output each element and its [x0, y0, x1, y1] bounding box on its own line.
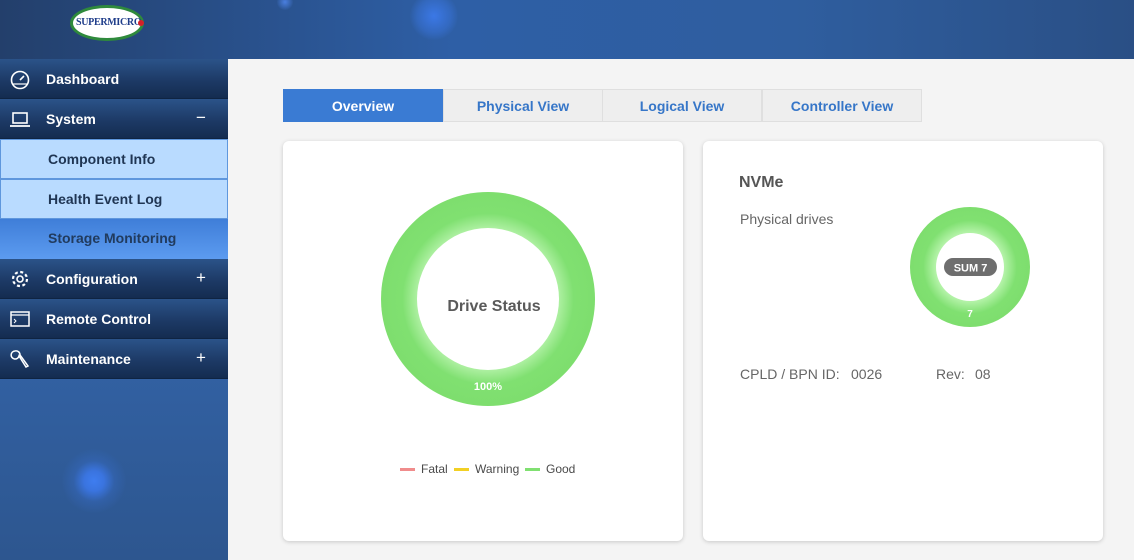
- legend-good[interactable]: Good: [525, 462, 575, 476]
- legend-label: Warning: [475, 462, 520, 476]
- legend-label: Good: [546, 462, 576, 476]
- nvme-donut: SUM 7 7: [910, 207, 1030, 327]
- sidebar-item-configuration[interactable]: Configuration +: [0, 259, 228, 299]
- legend-warning[interactable]: Warning: [454, 462, 519, 476]
- tab-label: Logical View: [639, 97, 725, 114]
- sidebar-subitem-health-event-log[interactable]: Health Event Log: [0, 179, 228, 219]
- subitem-label: Component Info: [48, 151, 156, 167]
- legend-swatch: [525, 467, 540, 471]
- sidebar-item-label: System: [46, 111, 96, 127]
- sidebar-glow-decoration: [62, 449, 126, 513]
- sidebar: Dashboard System − Component Info Health…: [0, 59, 228, 560]
- drive-count-label: 7: [967, 309, 973, 320]
- sidebar-item-label: Remote Control: [46, 311, 151, 327]
- header-glow-decoration-small: [277, 0, 293, 10]
- collapse-toggle[interactable]: −: [196, 108, 206, 127]
- subitem-label: Storage Monitoring: [48, 230, 177, 246]
- subitem-label: Health Event Log: [48, 191, 163, 207]
- sidebar-item-dashboard[interactable]: Dashboard: [0, 59, 228, 99]
- physical-drives-label: Physical drives: [740, 211, 834, 227]
- sidebar-item-maintenance[interactable]: Maintenance +: [0, 339, 228, 379]
- tab-logical-view[interactable]: Logical View: [602, 89, 762, 122]
- rev-label: Rev:: [936, 366, 965, 382]
- cpld-label: CPLD / BPN ID:: [740, 366, 840, 382]
- drive-status-donut: Drive Status 100%: [381, 192, 595, 406]
- sum-label: SUM 7: [954, 263, 988, 275]
- tab-controller-view[interactable]: Controller View: [762, 89, 922, 122]
- sidebar-item-label: Configuration: [46, 271, 138, 287]
- drive-status-card: Drive Status 100% Fatal Warning Good: [283, 141, 683, 541]
- expand-toggle[interactable]: +: [196, 348, 206, 367]
- tab-physical-view[interactable]: Physical View: [443, 89, 603, 122]
- sidebar-item-system[interactable]: System −: [0, 99, 228, 139]
- gauge-icon: [10, 70, 30, 90]
- logo-text: SUPERMICRO: [76, 17, 142, 28]
- rev-value: 08: [975, 366, 991, 382]
- console-icon: [10, 311, 30, 327]
- tab-label: Overview: [331, 97, 395, 114]
- sidebar-subitem-component-info[interactable]: Component Info: [0, 139, 228, 179]
- top-header: SUPERMICRO: [0, 0, 1134, 59]
- sidebar-item-remote-control[interactable]: Remote Control: [0, 299, 228, 339]
- legend-fatal[interactable]: Fatal: [400, 462, 448, 476]
- supermicro-logo: SUPERMICRO: [70, 5, 146, 41]
- laptop-icon: [10, 112, 30, 127]
- expand-toggle[interactable]: +: [196, 268, 206, 287]
- donut-hole: [417, 228, 559, 370]
- donut-center-title: Drive Status: [447, 298, 540, 315]
- tab-label: Physical View: [476, 97, 570, 114]
- tab-overview[interactable]: Overview: [283, 89, 443, 122]
- nvme-card: NVMe Physical drives SUM 7 7 CPLD / BPN …: [703, 141, 1103, 541]
- sum-pill: [944, 258, 997, 276]
- cpld-value: 0026: [851, 366, 883, 382]
- gear-icon: [11, 270, 29, 288]
- tab-label: Controller View: [790, 97, 894, 114]
- sidebar-subitem-storage-monitoring[interactable]: Storage Monitoring: [0, 219, 228, 259]
- sidebar-item-label: Maintenance: [46, 351, 131, 367]
- legend-swatch: [454, 467, 469, 471]
- nvme-title: NVMe: [739, 174, 784, 191]
- legend-swatch: [400, 467, 415, 471]
- wrench-icon: [10, 350, 30, 368]
- sidebar-item-label: Dashboard: [46, 71, 120, 87]
- donut-percent-label: 100%: [474, 381, 502, 393]
- header-glow-decoration: [410, 0, 458, 40]
- legend-label: Fatal: [421, 462, 448, 476]
